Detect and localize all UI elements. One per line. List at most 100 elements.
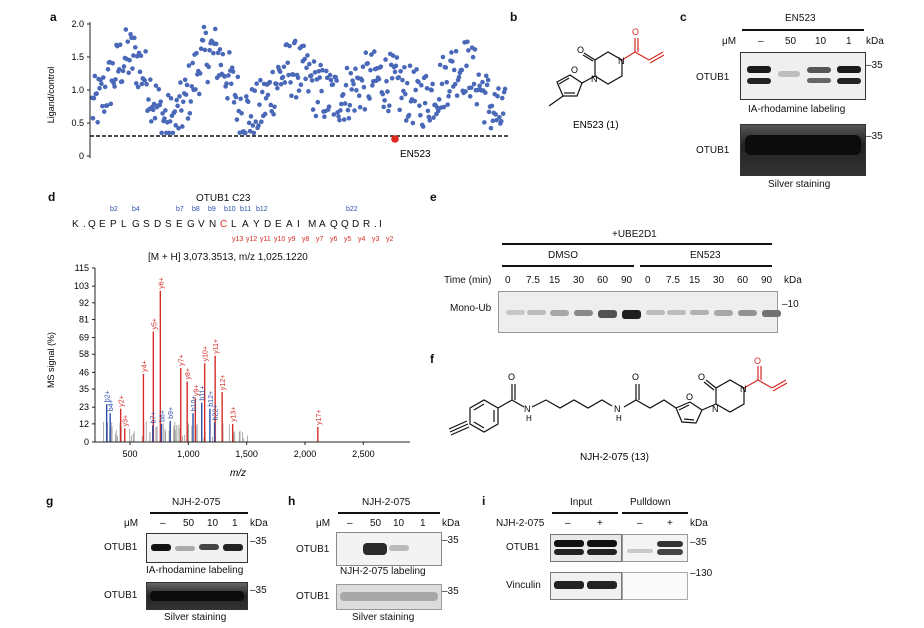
scatter-point <box>477 83 482 89</box>
y-tick-label: 23 <box>79 402 89 412</box>
atom-h1: H <box>526 414 532 423</box>
scatter-point <box>213 41 219 47</box>
scatter-point <box>337 117 342 123</box>
scatter-point <box>450 59 455 64</box>
scatter-point <box>381 104 386 110</box>
time-point: 7.5 <box>526 275 540 286</box>
ub-band <box>762 310 781 317</box>
scatter-point <box>108 101 114 107</box>
scatter-point <box>104 103 110 108</box>
residue: G <box>187 219 195 230</box>
scatter-point <box>247 128 253 134</box>
y-tick-label: 12 <box>79 419 89 429</box>
scatter-point <box>270 69 275 75</box>
atom-o-carbonyl: O <box>577 45 584 55</box>
hit-label: EN523 <box>400 149 431 160</box>
scatter-point <box>403 91 408 97</box>
scatter-point <box>200 38 206 43</box>
scatter-point <box>218 62 224 68</box>
peak-label: b10+ <box>191 395 198 411</box>
scatter-point <box>465 39 470 45</box>
scatter-point <box>369 52 374 57</box>
scatter-point <box>146 97 151 102</box>
protein-label: OTUB1 <box>696 145 730 156</box>
scatter-point <box>100 75 106 80</box>
x-axis-label: m/z <box>230 468 246 479</box>
scatter-point <box>389 75 395 81</box>
residue: A <box>242 219 249 230</box>
scatter-point <box>282 80 288 85</box>
scatter-point <box>112 84 117 89</box>
scatter-point <box>143 49 148 54</box>
scatter-point <box>331 112 337 117</box>
en523-label: EN523 <box>690 250 721 261</box>
scatter-point <box>447 89 452 94</box>
x-tick-label: 1,000 <box>177 449 200 459</box>
input-label: Input <box>570 497 593 508</box>
time-point: 30 <box>573 275 585 286</box>
scatter-point <box>452 81 458 87</box>
scatter-point <box>407 63 413 69</box>
scatter-point <box>489 103 495 109</box>
scatter-point <box>281 64 287 70</box>
kda-label: kDa <box>690 518 708 529</box>
residue: . <box>374 219 377 230</box>
atom-o-acryl: O <box>632 27 639 37</box>
scatter-point <box>256 123 261 128</box>
scatter-point <box>280 74 286 80</box>
scatter-point <box>180 124 185 129</box>
pulldown-vinculin-blot <box>622 572 688 600</box>
scatter-point <box>182 77 188 83</box>
scatter-point <box>246 120 252 126</box>
compound-label: EN523 <box>785 13 816 24</box>
scatter-point <box>167 119 173 124</box>
scatter-point <box>334 78 339 83</box>
band <box>837 78 861 84</box>
peak-label: y4+ <box>141 360 148 371</box>
scatter-point <box>449 50 454 55</box>
scatter-point <box>238 96 243 102</box>
scatter-point <box>394 55 400 60</box>
panel-label-e: e <box>430 190 437 204</box>
scatter-point <box>380 91 386 97</box>
protein-label: OTUB1 <box>296 591 330 602</box>
scatter-point <box>288 80 293 85</box>
scatter-point <box>262 111 268 117</box>
band <box>807 78 831 83</box>
scatter-point <box>291 72 296 78</box>
scatter-point <box>436 97 442 102</box>
scatter-point <box>485 77 491 83</box>
residue: E <box>99 219 106 230</box>
scatter-point <box>254 81 259 86</box>
scatter-point <box>113 77 118 82</box>
scatter-point <box>502 86 508 92</box>
y-tick-label: 81 <box>79 314 89 324</box>
atom-n1: N <box>591 74 598 84</box>
residue: E <box>275 219 282 230</box>
scatter-point <box>312 70 318 75</box>
scatter-point <box>137 69 143 75</box>
scatter-point <box>359 78 365 83</box>
scatter-point <box>349 87 354 92</box>
scatter-point <box>127 57 132 63</box>
scatter-points <box>89 24 508 136</box>
scatter-point <box>198 46 204 51</box>
scatter-point <box>480 79 485 85</box>
y-ion-label: y3 <box>372 236 380 243</box>
scatter-point <box>343 82 349 88</box>
scatter-point <box>397 107 402 113</box>
scatter-point <box>454 93 460 98</box>
peak-label: b4+ <box>108 399 115 411</box>
atom-nh2: N <box>614 404 621 414</box>
time-label: Time (min) <box>444 275 492 286</box>
ub-band <box>574 310 593 317</box>
kda-label: kDa <box>442 518 460 529</box>
scatter-point <box>371 49 377 54</box>
b-ion-label: b8 <box>192 206 200 213</box>
scatter-point <box>226 73 231 78</box>
b-ion-label: b4 <box>132 206 140 213</box>
scatter-point <box>203 30 209 36</box>
scatter-point <box>307 61 312 67</box>
scatter-point <box>341 117 347 122</box>
scatter-point <box>267 79 273 85</box>
